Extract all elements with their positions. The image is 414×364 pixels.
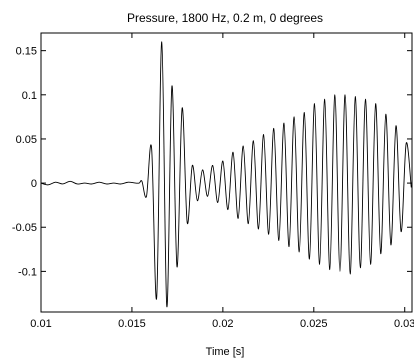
y-tick-label: 0.05 — [16, 134, 37, 146]
x-tick-label: 0.01 — [30, 318, 51, 330]
axis-ticks: 0.01 0.015 0.02 0.025 0.03 -0.1 -0.05 0 0.05 0.1 0… — [12, 33, 414, 330]
y-tick-label: -0.1 — [18, 266, 37, 278]
y-tick-label: -0.05 — [12, 222, 37, 234]
plot-frame — [40, 32, 413, 313]
y-tick-label: 0 — [31, 178, 37, 190]
y-tick-label: 0.15 — [16, 46, 37, 58]
x-tick-label: 0.025 — [300, 318, 328, 330]
x-axis-label: Time [s] — [206, 346, 245, 358]
x-tick-label: 0.03 — [394, 318, 414, 330]
x-tick-label: 0.02 — [212, 318, 233, 330]
y-tick-label: 0.1 — [22, 90, 37, 102]
chart-title: Pressure, 1800 Hz, 0.2 m, 0 degrees — [127, 11, 323, 25]
series-line — [40, 41, 412, 308]
x-tick-label: 0.015 — [118, 318, 146, 330]
